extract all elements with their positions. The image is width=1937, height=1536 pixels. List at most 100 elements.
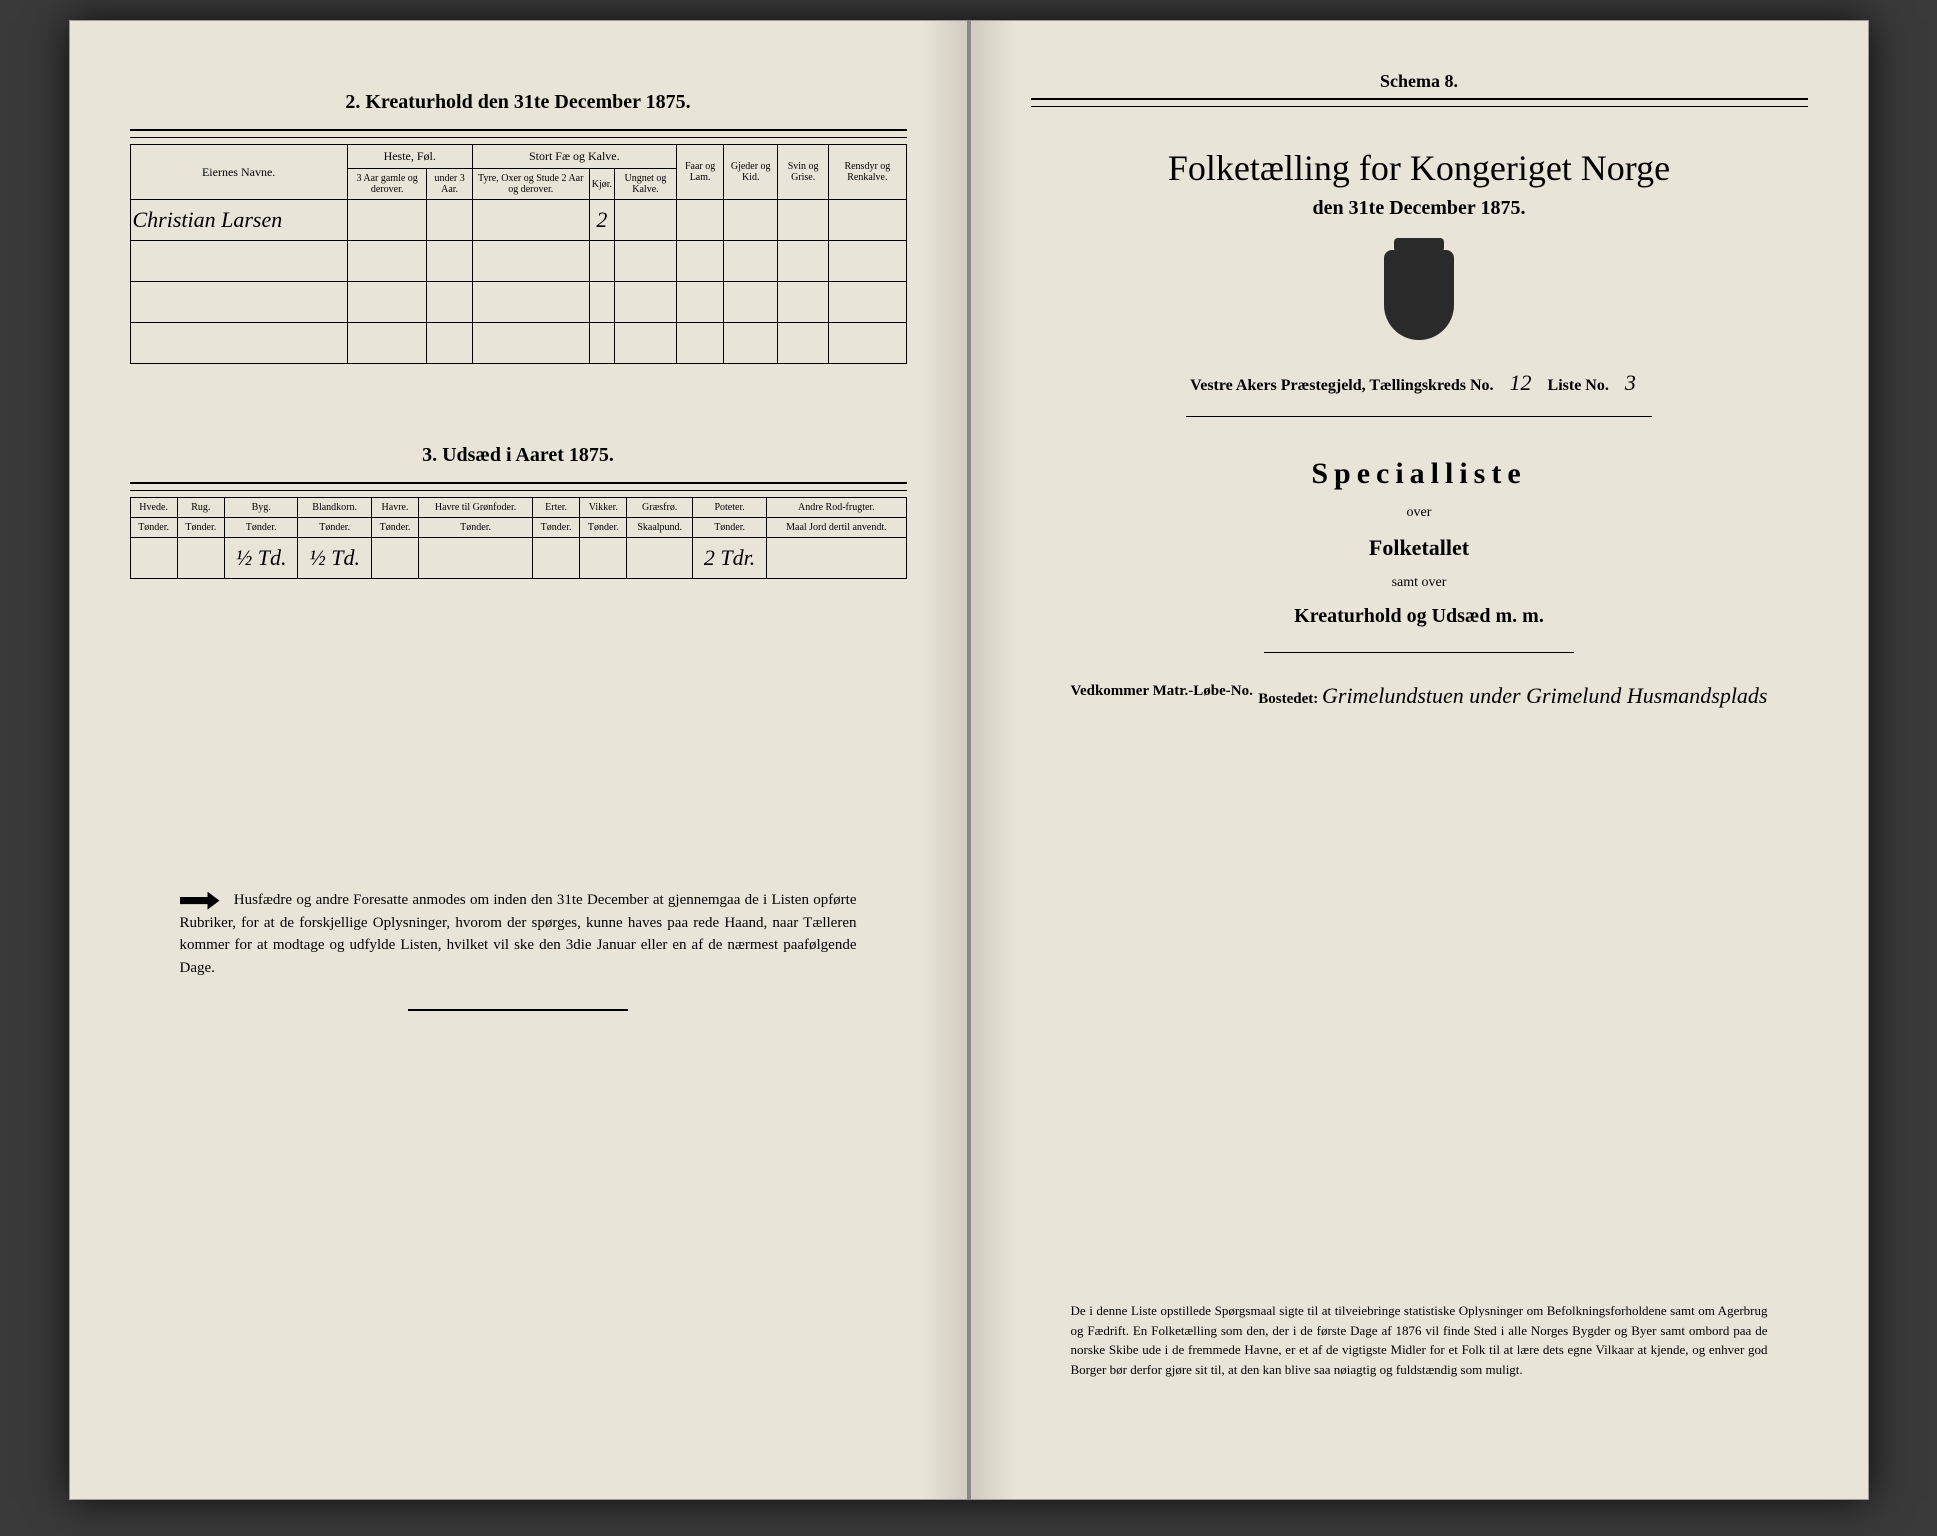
table-cell <box>472 241 589 282</box>
seed-table: Hvede.Rug.Byg.Blandkorn.Havre.Havre til … <box>130 497 907 579</box>
col-storfe3: Ungnet og Kalve. <box>615 169 677 200</box>
col-storfe1: Tyre, Oxer og Stude 2 Aar og derover. <box>472 169 589 200</box>
seed-cell <box>130 538 177 579</box>
seed-col-unit: Tønder. <box>177 518 224 538</box>
table-cell <box>778 241 829 282</box>
kreds-no: 12 <box>1498 370 1544 395</box>
table-cell <box>130 241 347 282</box>
seed-col-header: Havre. <box>371 498 418 518</box>
bottom-paragraph: De i denne Liste opstillede Spørgsmaal s… <box>1071 1301 1768 1379</box>
section2-title: 2. Kreaturhold den 31te December 1875. <box>130 91 907 114</box>
section3-title: 3. Udsæd i Aaret 1875. <box>130 444 907 467</box>
col-heste2: under 3 Aar. <box>427 169 472 200</box>
table-cell <box>427 200 472 241</box>
main-title: Folketælling for Kongeriget Norge <box>1031 147 1808 189</box>
bostedet-value: Grimelundstuen under Grimelund Husmandsp… <box>1322 683 1768 708</box>
seed-cell: 2 Tdr. <box>692 538 766 579</box>
table-cell <box>615 200 677 241</box>
seed-col-header: Havre til Grønfoder. <box>419 498 533 518</box>
seed-col-unit: Tønder. <box>419 518 533 538</box>
seed-cell <box>767 538 906 579</box>
table-cell <box>829 241 906 282</box>
col-heste1: 3 Aar gamle og derover. <box>347 169 427 200</box>
seed-col-unit: Tønder. <box>371 518 418 538</box>
seed-col-unit: Tønder. <box>298 518 371 538</box>
seed-col-header: Andre Rod-frugter. <box>767 498 906 518</box>
seed-col-header: Blandkorn. <box>298 498 371 518</box>
table-cell <box>615 323 677 364</box>
col-rensdyr: Rensdyr og Renkalve. <box>829 145 906 200</box>
seed-col-header: Erter. <box>532 498 579 518</box>
table-cell <box>472 200 589 241</box>
notice-text: Husfædre og andre Foresatte anmodes om i… <box>180 892 857 976</box>
table-row <box>130 282 906 323</box>
table-cell <box>829 323 906 364</box>
table-cell <box>589 282 614 323</box>
seed-col-unit: Skaalpund. <box>627 518 693 538</box>
col-svin: Svin og Grise. <box>778 145 829 200</box>
seed-col-header: Poteter. <box>692 498 766 518</box>
table-cell <box>829 282 906 323</box>
table-row: Christian Larsen 2 <box>130 200 906 241</box>
seed-cell: ½ Td. <box>298 538 371 579</box>
table-cell <box>615 241 677 282</box>
schema-label: Schema 8. <box>1031 71 1808 92</box>
table-cell <box>130 282 347 323</box>
census-book: 2. Kreaturhold den 31te December 1875. E… <box>69 20 1869 1500</box>
seed-col-unit: Tønder. <box>224 518 297 538</box>
table-cell <box>472 282 589 323</box>
seed-col-unit: Tønder. <box>130 518 177 538</box>
seed-cell <box>419 538 533 579</box>
bosted-row: Vedkommer Matr.-Løbe-No. Bostedet: Grime… <box>1071 683 1768 709</box>
seed-cell: ½ Td. <box>224 538 297 579</box>
table-cell: 2 <box>589 200 614 241</box>
table-cell <box>347 241 427 282</box>
table-cell <box>347 282 427 323</box>
seed-col-header: Græsfrø. <box>627 498 693 518</box>
seed-col-unit: Tønder. <box>692 518 766 538</box>
table-cell <box>676 200 723 241</box>
seed-col-header: Vikker. <box>580 498 627 518</box>
seed-cell <box>371 538 418 579</box>
left-page: 2. Kreaturhold den 31te December 1875. E… <box>69 20 969 1500</box>
table-cell <box>676 282 723 323</box>
table-cell <box>427 241 472 282</box>
table-cell <box>778 282 829 323</box>
seed-col-unit: Maal Jord dertil anvendt. <box>767 518 906 538</box>
col-group-heste: Heste, Føl. <box>347 145 472 169</box>
table-cell <box>589 323 614 364</box>
right-page: Schema 8. Folketælling for Kongeriget No… <box>969 20 1869 1500</box>
prestegjeld-label: Vestre Akers Præstegjeld, Tællingskreds … <box>1190 377 1493 394</box>
table-cell <box>427 282 472 323</box>
table-cell <box>724 200 778 241</box>
col-storfe2: Kjør. <box>589 169 614 200</box>
col-group-storfe: Stort Fæ og Kalve. <box>472 145 676 169</box>
coat-of-arms-icon <box>1384 250 1454 340</box>
table-cell: Christian Larsen <box>130 200 347 241</box>
seed-cell <box>532 538 579 579</box>
seed-col-header: Byg. <box>224 498 297 518</box>
table-cell <box>615 282 677 323</box>
vedkommer-label: Vedkommer Matr.-Løbe-No. <box>1071 683 1253 699</box>
bottom-rule-left <box>408 1009 628 1011</box>
date-line: den 31te December 1875. <box>1031 197 1808 220</box>
kreaturhold-label: Kreaturhold og Udsæd m. m. <box>1031 605 1808 628</box>
table-cell <box>724 241 778 282</box>
table-cell <box>778 200 829 241</box>
table-cell <box>427 323 472 364</box>
notice-block: Husfædre og andre Foresatte anmodes om i… <box>180 889 857 979</box>
seed-col-unit: Tønder. <box>532 518 579 538</box>
col-owner-name: Eiernes Navne. <box>130 145 347 200</box>
livestock-table: Eiernes Navne. Heste, Føl. Stort Fæ og K… <box>130 144 907 364</box>
liste-no: 3 <box>1613 370 1648 395</box>
seed-cell <box>580 538 627 579</box>
col-gjeder: Gjeder og Kid. <box>724 145 778 200</box>
table-row <box>130 323 906 364</box>
table-row <box>130 241 906 282</box>
folketallet-label: Folketallet <box>1031 535 1808 561</box>
table-cell <box>347 323 427 364</box>
seed-col-unit: Tønder. <box>580 518 627 538</box>
seed-cell <box>627 538 693 579</box>
table-cell <box>676 323 723 364</box>
table-cell <box>472 323 589 364</box>
